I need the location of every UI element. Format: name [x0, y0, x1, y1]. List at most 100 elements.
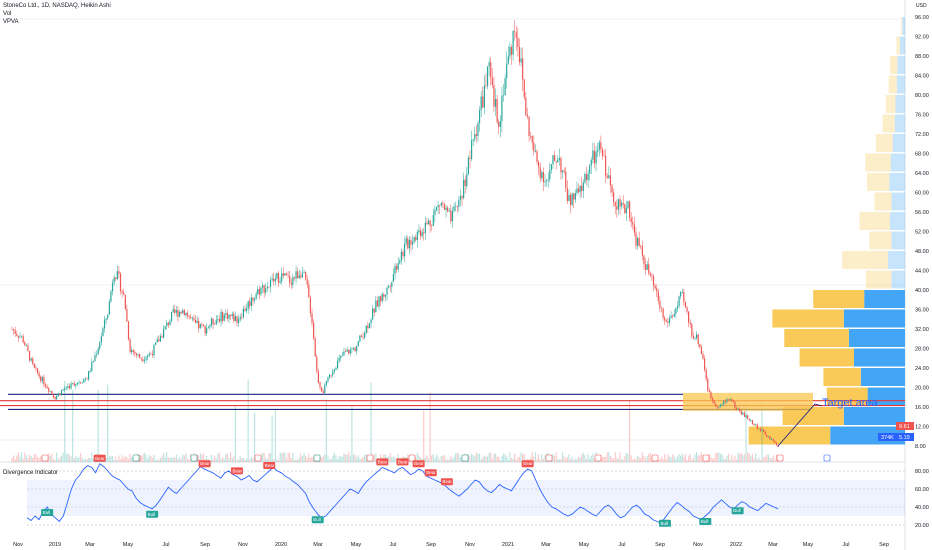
candle-body [423, 232, 424, 233]
candle-body [519, 47, 520, 62]
candle-body [375, 300, 376, 312]
candle-body [355, 348, 356, 351]
candle-body [663, 309, 664, 318]
volume-bar [591, 456, 592, 462]
candle-body [396, 266, 397, 270]
candle-body [112, 283, 113, 291]
candle-body [372, 309, 373, 320]
volume-bar [212, 459, 213, 462]
volume-bar [171, 457, 172, 462]
candle-body [763, 430, 764, 432]
earnings-marker [409, 455, 415, 461]
candle-body [698, 334, 699, 344]
volume-bar [618, 459, 619, 462]
candle-body [204, 326, 205, 333]
price-axis: 96.0092.0088.0084.0080.0076.0072.0068.00… [915, 15, 929, 450]
candle-body [219, 319, 220, 321]
candle-body [479, 110, 480, 123]
volume-bar [680, 456, 681, 462]
candle-body [730, 399, 731, 400]
volume-bar [425, 458, 426, 462]
volume-bar [173, 457, 174, 462]
volume-bar [576, 459, 577, 462]
candle-body [431, 226, 432, 227]
volume-bar [447, 460, 448, 462]
candle-body [533, 143, 534, 152]
candle-body [557, 160, 558, 162]
candle-body [769, 436, 770, 439]
vp-down-bar [891, 271, 905, 289]
volume-bar [110, 456, 111, 462]
volume-bar [262, 453, 263, 462]
candle-body [694, 338, 695, 339]
volume-bar [672, 454, 673, 462]
signal-label: Bear [442, 479, 452, 484]
signal-label: Bull [313, 517, 321, 522]
vp-down-bar [854, 349, 905, 367]
vpva-label: VPVA [3, 19, 19, 26]
candle-body [592, 151, 593, 160]
candle-body [331, 375, 332, 376]
candle-body [227, 313, 228, 319]
candle-body [45, 385, 46, 387]
candle-body [498, 122, 499, 127]
candle-body [745, 415, 746, 417]
candle-body [757, 425, 758, 429]
candle-body [618, 199, 619, 209]
volume-bar [578, 457, 579, 462]
candle-body [15, 330, 16, 333]
candle-body [31, 358, 32, 360]
volume-bars [11, 380, 778, 462]
candle-body [358, 341, 359, 345]
volume-bar [181, 459, 182, 462]
time-tick-label: May [579, 542, 590, 548]
time-tick-label: Mar [313, 542, 323, 548]
candle-body [203, 325, 204, 326]
candle-body [562, 170, 563, 172]
candle-body [465, 180, 466, 186]
candle-body [489, 62, 490, 66]
candle-body [722, 404, 723, 405]
volume-bar [670, 457, 671, 462]
candle-body [80, 383, 81, 384]
candle-body [688, 312, 689, 323]
candle-body [246, 309, 247, 311]
candle-body [406, 238, 407, 243]
candle-body [629, 201, 630, 218]
vp-up-bar [866, 271, 892, 289]
candle-body [62, 390, 63, 391]
candle-body [527, 115, 528, 117]
volume-bar [163, 453, 164, 462]
candle-body [506, 64, 507, 78]
volume-bar [249, 460, 250, 462]
volume-bar [473, 455, 474, 462]
candle-body [402, 252, 403, 257]
candle-body [297, 271, 298, 278]
candle-body [289, 276, 290, 283]
candle-body [495, 99, 496, 107]
candle-body [102, 328, 103, 336]
volume-bar [289, 453, 290, 462]
symbol-line: StoneCo Ltd., 1D, NASDAQ, Heikin Ashi [3, 3, 111, 10]
volume-bar [698, 456, 699, 462]
vp-down-bar [895, 115, 905, 133]
candle-body [161, 336, 162, 337]
candle-body [428, 221, 429, 224]
candle-body [295, 271, 296, 278]
candle-body [511, 47, 512, 55]
volume-bar [536, 459, 537, 462]
candle-body [265, 288, 266, 292]
volume-bar [564, 457, 565, 462]
vp-down-bar [895, 95, 905, 113]
vp-up-bar [883, 115, 895, 133]
volume-bar [292, 453, 293, 462]
candle-body [362, 337, 363, 338]
candle-body [584, 174, 585, 182]
volume-bar [441, 456, 442, 462]
candle-body [197, 321, 198, 323]
volume-bar [40, 456, 41, 462]
candle-body [147, 356, 148, 358]
time-tick-label: 2022 [730, 542, 742, 548]
candle-body [345, 351, 346, 352]
volume-bar [219, 453, 220, 462]
